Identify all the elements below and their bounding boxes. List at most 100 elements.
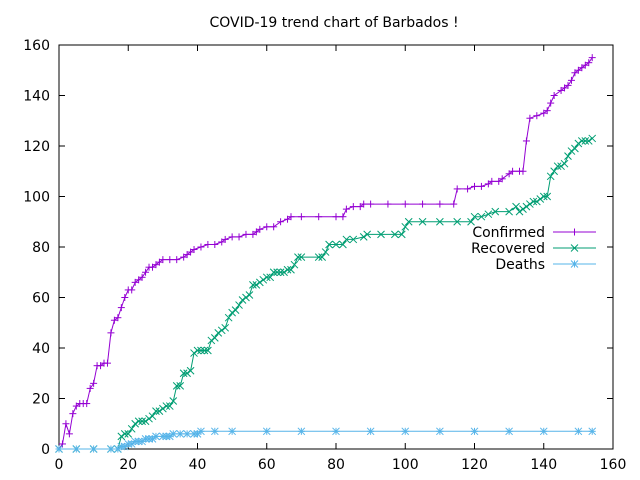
data-point xyxy=(242,230,250,238)
data-point xyxy=(83,400,91,408)
data-point xyxy=(228,308,236,317)
data-point xyxy=(477,182,485,190)
data-point xyxy=(228,427,236,436)
data-point xyxy=(238,296,247,304)
data-point xyxy=(169,397,178,405)
data-point xyxy=(166,256,174,264)
data-point xyxy=(204,346,212,355)
series-line xyxy=(58,57,593,450)
data-point xyxy=(124,429,133,438)
data-point xyxy=(190,349,198,357)
data-point xyxy=(127,424,136,433)
data-point xyxy=(183,429,191,438)
y-tick-label: 160 xyxy=(23,38,50,54)
x-tick-label: 60 xyxy=(258,457,276,473)
data-point xyxy=(269,268,278,277)
data-point xyxy=(505,207,513,216)
y-tick-label: 0 xyxy=(41,442,50,458)
data-point xyxy=(287,265,295,274)
data-point xyxy=(515,207,524,216)
y-tick-label: 60 xyxy=(32,291,50,307)
data-point xyxy=(519,205,527,213)
data-point xyxy=(588,134,597,143)
data-point xyxy=(522,202,531,211)
data-point xyxy=(255,278,264,287)
x-tick-label: 40 xyxy=(189,457,207,473)
data-point xyxy=(543,192,552,201)
data-point xyxy=(117,432,126,441)
data-point xyxy=(183,369,191,378)
data-point xyxy=(339,240,347,249)
data-point xyxy=(560,159,569,168)
data-point xyxy=(228,233,236,241)
x-tick-label: 80 xyxy=(327,457,345,473)
data-point xyxy=(377,230,385,239)
data-point xyxy=(349,203,357,211)
data-point xyxy=(207,336,216,345)
data-point xyxy=(197,346,205,355)
data-point xyxy=(221,235,229,243)
data-point xyxy=(397,230,406,239)
data-point xyxy=(453,185,461,193)
data-point xyxy=(526,200,534,208)
series-recovered xyxy=(55,134,597,453)
data-point xyxy=(488,177,496,185)
data-point xyxy=(550,92,558,99)
data-point xyxy=(142,268,150,276)
data-point xyxy=(332,240,340,249)
data-point xyxy=(588,54,596,62)
data-point xyxy=(543,107,551,115)
data-point xyxy=(176,382,185,390)
data-point xyxy=(283,265,292,274)
data-point xyxy=(297,253,306,261)
data-point xyxy=(436,217,444,226)
data-point xyxy=(505,427,513,436)
data-point xyxy=(89,445,98,453)
data-point xyxy=(290,260,299,269)
data-point xyxy=(314,253,323,261)
data-point xyxy=(90,379,98,387)
data-point xyxy=(363,230,372,239)
y-tick-label: 20 xyxy=(32,392,50,408)
data-point xyxy=(107,329,115,337)
data-point xyxy=(342,205,350,213)
data-point xyxy=(570,260,579,268)
data-point xyxy=(159,404,167,413)
data-point xyxy=(470,427,479,436)
data-point xyxy=(86,384,94,392)
data-point xyxy=(65,430,73,438)
data-point xyxy=(280,268,288,277)
data-point xyxy=(190,246,198,254)
legend-label: Confirmed xyxy=(472,225,545,241)
data-point xyxy=(464,185,472,193)
data-point xyxy=(553,162,562,171)
data-point xyxy=(210,427,219,436)
data-point xyxy=(564,152,572,160)
data-point xyxy=(450,200,458,208)
data-point xyxy=(231,306,240,314)
data-point xyxy=(287,213,295,221)
data-point xyxy=(172,382,181,390)
data-point xyxy=(436,427,444,436)
data-point xyxy=(69,410,77,418)
data-point xyxy=(148,412,157,421)
legend-label: Recovered xyxy=(471,241,545,257)
y-tick-label: 40 xyxy=(32,341,50,357)
data-point xyxy=(581,137,590,145)
data-point xyxy=(141,417,150,426)
data-point xyxy=(318,253,327,261)
x-tick-label: 140 xyxy=(530,457,557,473)
data-point xyxy=(179,369,188,378)
data-point xyxy=(401,200,409,208)
series-line xyxy=(59,138,593,450)
data-point xyxy=(235,233,243,241)
series-deaths xyxy=(55,427,597,453)
data-point xyxy=(114,314,122,322)
data-point xyxy=(169,429,178,438)
data-point xyxy=(546,172,555,181)
data-point xyxy=(401,222,410,231)
data-point xyxy=(419,200,427,208)
data-point xyxy=(173,256,181,264)
data-point xyxy=(498,175,506,183)
